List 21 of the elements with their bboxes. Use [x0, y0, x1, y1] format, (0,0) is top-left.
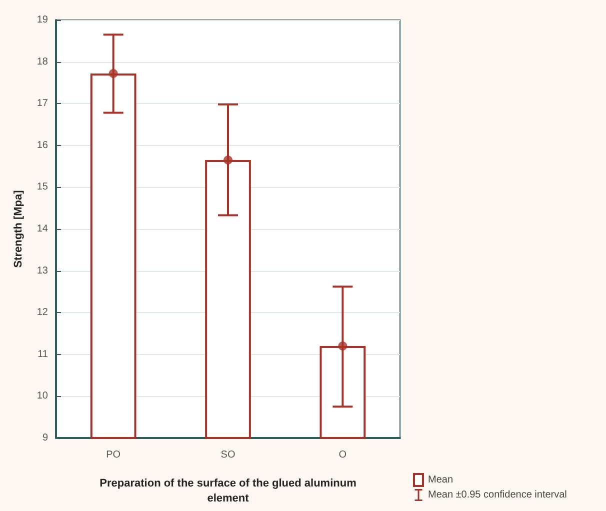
y-tick-label: 18 [36, 56, 48, 68]
point [224, 156, 232, 165]
y-tick-label: 12 [36, 307, 48, 318]
y-tick-label: 15 [36, 182, 48, 193]
y-tick-label: 10 [36, 390, 48, 402]
point [338, 342, 348, 351]
y-tick-label: 16 [36, 140, 48, 151]
text: Mean ±0.95 confidence interval [428, 490, 567, 500]
y-tick-label: 17 [36, 98, 48, 110]
y-tick-label: 9 [42, 432, 48, 444]
y-tick-label: 13 [36, 265, 48, 276]
x-tick-label: PO [106, 450, 121, 460]
x-tick-label: O [338, 450, 347, 460]
y-tick-label: 14 [36, 224, 48, 234]
y-tick-label: 19 [36, 14, 48, 26]
x-tick-label: SO [220, 450, 236, 460]
y-tick-label: 11 [38, 348, 48, 360]
y-axis-title: Strength [Mpa] [12, 190, 24, 268]
legend-label: Mean [428, 474, 454, 486]
point [108, 69, 118, 78]
x-axis-title: Preparation of the surface of the glued aluminum element [100, 478, 357, 504]
